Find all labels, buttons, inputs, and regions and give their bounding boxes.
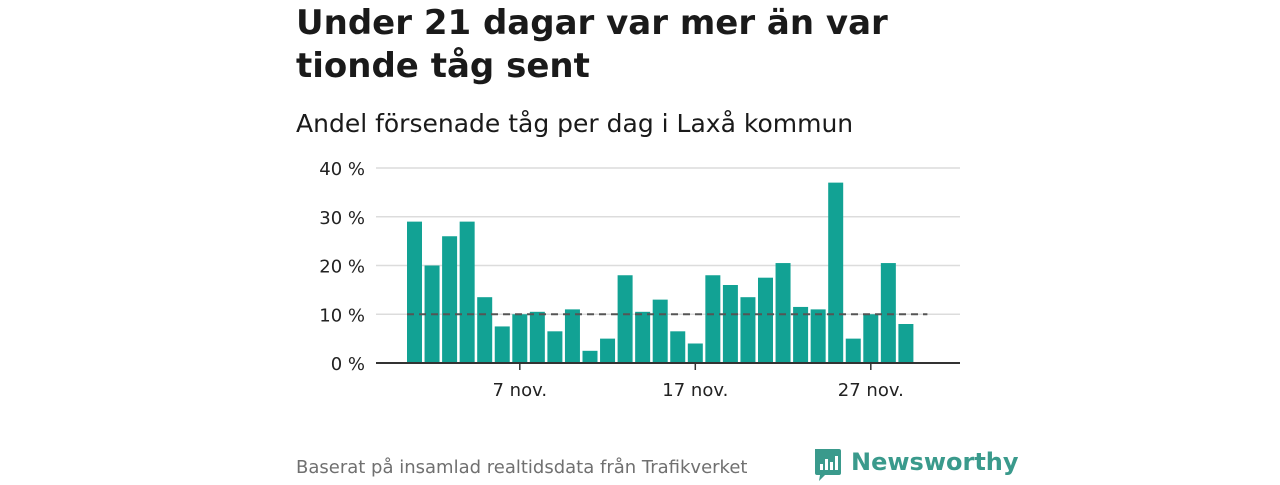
brand-name: Newsworthy xyxy=(851,448,1019,476)
bar xyxy=(582,350,598,363)
y-tick-label: 30 % xyxy=(319,208,365,229)
bar xyxy=(442,236,458,363)
bar xyxy=(600,338,616,363)
x-tick-label: 7 nov. xyxy=(493,380,548,401)
brand-logo: Newsworthy xyxy=(813,447,1019,481)
chart-subtitle: Andel försenade tåg per dag i Laxå kommu… xyxy=(296,109,854,138)
bar xyxy=(477,297,493,363)
bar xyxy=(845,338,861,363)
x-tick-label: 27 nov. xyxy=(838,380,904,401)
x-tick-label: 17 nov. xyxy=(662,380,728,401)
bar xyxy=(705,275,721,363)
y-tick-label: 40 % xyxy=(319,159,365,180)
y-tick-label: 0 % xyxy=(331,354,365,375)
bar xyxy=(512,314,528,363)
bar xyxy=(564,309,580,363)
bar xyxy=(407,221,422,363)
bar-chart: 0 % 10 % 20 % 30 % 40 % 7 nov. 17 nov. 27 nov. xyxy=(319,159,960,401)
bar xyxy=(775,263,791,363)
y-tick-label: 20 % xyxy=(319,257,365,278)
bar xyxy=(617,275,633,363)
bar xyxy=(670,331,686,363)
source-note: Baserat på insamlad realtidsdata från Tr… xyxy=(296,457,748,478)
bar xyxy=(722,285,738,363)
bar xyxy=(494,326,510,363)
bar xyxy=(529,311,545,363)
bar xyxy=(793,306,809,363)
newsworthy-logo-icon xyxy=(815,449,841,481)
bar xyxy=(740,297,756,363)
chart-title: Under 21 dagar var mer än var tionde tåg… xyxy=(296,3,888,86)
bar xyxy=(547,331,563,363)
bar xyxy=(898,324,914,363)
bar xyxy=(810,309,826,363)
bar xyxy=(758,277,773,363)
bar xyxy=(863,314,879,363)
bar xyxy=(459,221,475,363)
bar xyxy=(828,182,844,363)
bar xyxy=(880,263,896,363)
bar xyxy=(635,311,651,363)
bar xyxy=(687,343,703,363)
bar xyxy=(652,299,668,363)
y-tick-label: 10 % xyxy=(319,305,365,326)
